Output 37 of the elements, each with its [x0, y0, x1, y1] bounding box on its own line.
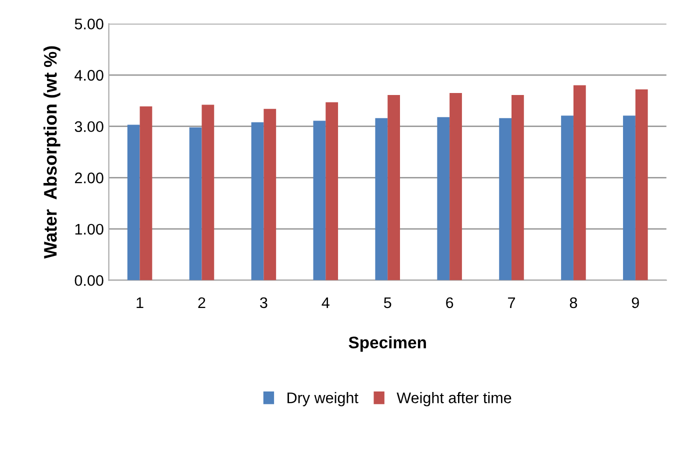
y-tick-label: 4.00 — [74, 70, 104, 81]
bar — [499, 118, 512, 280]
bar — [264, 108, 276, 280]
bar — [561, 116, 574, 280]
x-tick-label: 8 — [570, 297, 578, 308]
bar — [326, 102, 338, 280]
legend-label: Weight after time — [396, 392, 512, 406]
x-axis-title: Specimen — [348, 336, 426, 352]
y-tick-label: 2.00 — [74, 172, 104, 184]
bar — [251, 122, 264, 280]
bar — [375, 118, 388, 280]
bar — [127, 124, 140, 280]
bar — [635, 89, 648, 280]
x-tick-label: 7 — [508, 297, 515, 308]
bar — [450, 93, 462, 280]
legend-label: Dry weight — [288, 392, 358, 406]
x-tick-label: 1 — [136, 297, 144, 308]
y-tick-label: 5.00 — [74, 18, 104, 30]
bar — [512, 95, 524, 280]
x-tick-label: 6 — [446, 297, 454, 308]
bar — [140, 106, 152, 280]
bar — [623, 116, 636, 280]
bar — [437, 117, 450, 280]
bar — [202, 104, 214, 280]
bar — [189, 127, 202, 280]
y-axis-title: Water Absorption (wt %) — [43, 46, 60, 259]
bar — [313, 120, 326, 280]
y-tick-label: 0.00 — [74, 275, 104, 286]
x-tick-label: 4 — [322, 297, 330, 308]
x-tick-label: 9 — [632, 297, 639, 308]
y-tick-label: 1.00 — [75, 224, 104, 235]
x-tick-label: 2 — [198, 297, 206, 308]
bar — [388, 95, 400, 280]
bar — [573, 85, 586, 280]
x-tick-label: 5 — [384, 297, 392, 308]
x-tick-label: 3 — [260, 297, 268, 308]
y-tick-label: 3.00 — [74, 121, 104, 132]
